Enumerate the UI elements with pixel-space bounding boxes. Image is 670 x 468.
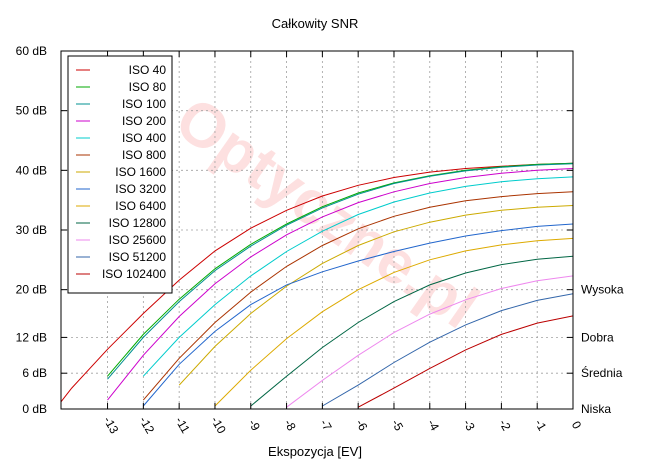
legend: ISO 40 ISO 80 ISO 100 ISO 200 ISO 400 ISO 800… [67,55,173,294]
x-tick-label: -1 [532,417,550,434]
y-tick-label: 6 dB [22,366,47,380]
quality-label: Wysoka [581,283,624,297]
x-tick-label: -4 [425,417,443,434]
legend-label: ISO 200 [122,114,166,128]
quality-label: Dobra [581,330,614,344]
x-tick-label: -7 [317,417,335,434]
y-tick-label: 30 dB [16,223,47,237]
y-tick-label: 0 dB [22,402,47,416]
series-line [142,176,574,377]
legend-label: ISO 100 [122,97,166,111]
y-axis-ticks: 0 dB 6 dB 12 dB 20 dB 30 dB 40 dB 50 dB 60 dB [16,44,573,416]
y-tick-label: 50 dB [16,104,47,118]
x-tick-label: -6 [353,417,371,434]
x-tick-label: 0 [569,419,585,432]
x-tick-label: -10 [208,414,229,436]
series-line [107,168,574,401]
series-line [214,237,574,407]
x-tick-label: -5 [389,417,407,434]
series-line [322,293,574,407]
legend-label: ISO 80 [129,80,167,94]
x-tick-label: -9 [245,417,263,434]
quality-label: Niska [581,402,611,416]
series-line [178,205,574,386]
series-lines [60,162,574,408]
series-line [286,275,574,408]
snr-quality-labels: Wysoka Dobra Średnia Niska [581,283,624,416]
series-line [107,163,574,380]
x-tick-label: -3 [460,417,478,434]
y-tick-label: 60 dB [16,44,47,58]
series-line [107,162,574,377]
y-tick-label: 40 dB [16,163,47,177]
quality-label: Średnia [581,365,623,380]
legend-label: ISO 800 [122,148,166,162]
legend-label: ISO 25600 [109,233,167,247]
legend-label: ISO 51200 [109,250,167,264]
legend-label: ISO 40 [129,63,167,77]
watermark: Optyczne.pl [163,84,490,342]
x-tick-label: -12 [136,414,157,436]
x-tick-label: -11 [172,414,193,436]
legend-label: ISO 102400 [102,267,166,281]
legend-label: ISO 1600 [115,165,166,179]
y-tick-label: 20 dB [16,283,47,297]
legend-label: ISO 12800 [109,216,167,230]
series-line [142,223,574,407]
series-line [142,191,574,401]
legend-label: ISO 3200 [115,182,166,196]
series-line [60,162,574,403]
x-axis-label: Ekspozycja [EV] [268,444,362,459]
chart-title: Całkowity SNR [272,16,359,31]
legend-label: ISO 6400 [115,199,166,213]
legend-label: ISO 400 [122,131,166,145]
x-tick-label: -13 [101,414,122,436]
legend-box [67,55,173,294]
y-tick-label: 12 dB [16,330,47,344]
x-tick-label: -2 [496,417,514,434]
series-line [357,315,574,408]
x-tick-label: -8 [281,417,299,434]
series-line [250,255,574,407]
